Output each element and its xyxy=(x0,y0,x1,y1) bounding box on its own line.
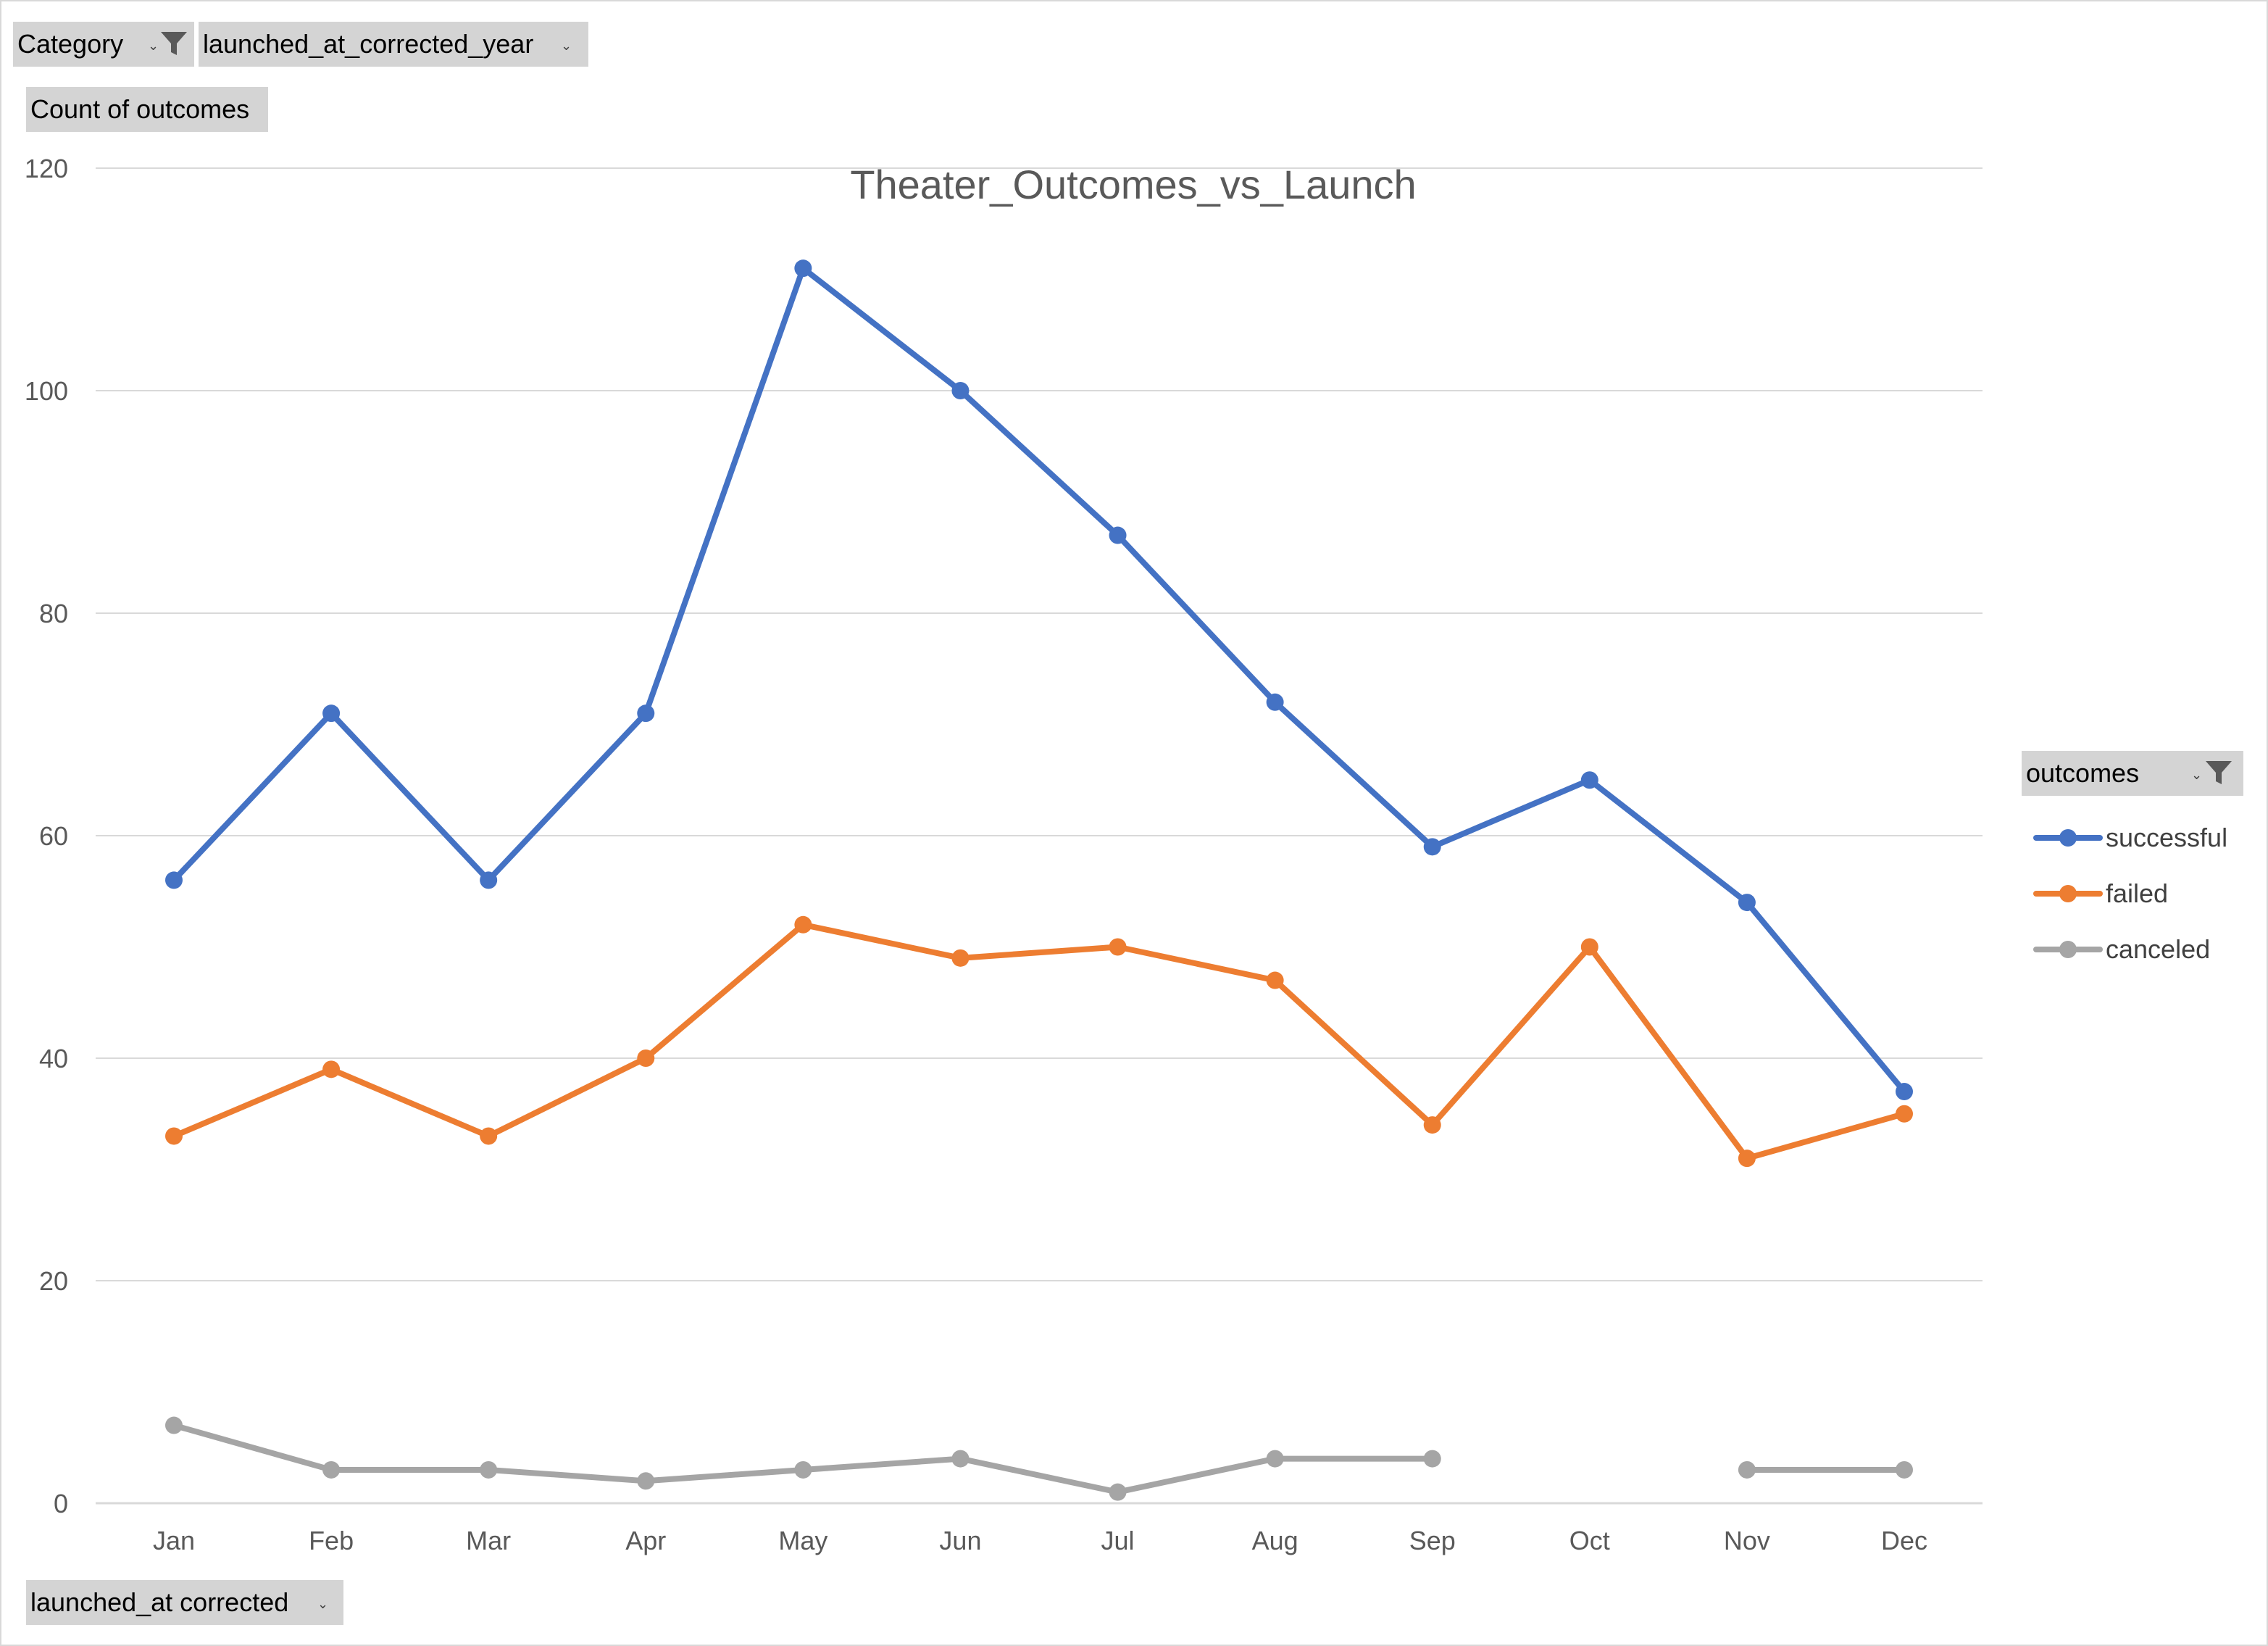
y-tick-label: 120 xyxy=(25,154,68,183)
data-point-failed xyxy=(1266,971,1284,989)
dropdown-arrow-icon: ⌄ xyxy=(148,38,159,53)
x-tick-label: Sep xyxy=(1409,1526,1456,1555)
x-tick-label: Dec xyxy=(1881,1526,1927,1555)
data-point-failed xyxy=(794,915,812,934)
x-tick-label: May xyxy=(778,1526,827,1555)
data-point-canceled xyxy=(637,1472,655,1490)
axis-field-label: launched_at corrected xyxy=(30,1587,289,1617)
data-point-successful xyxy=(1738,894,1756,912)
x-tick-label: Aug xyxy=(1252,1526,1298,1555)
category-filter-button[interactable]: Category ⌄ xyxy=(13,22,194,67)
data-point-failed xyxy=(322,1060,341,1078)
y-tick-label: 80 xyxy=(39,599,68,628)
data-point-failed xyxy=(165,1127,183,1145)
data-point-successful xyxy=(480,871,498,889)
data-point-canceled xyxy=(480,1460,498,1479)
x-tick-label: Oct xyxy=(1569,1526,1610,1555)
data-point-successful xyxy=(1266,693,1284,711)
category-filter-label: Category xyxy=(17,29,124,59)
data-point-successful xyxy=(1423,838,1441,856)
series-line-successful xyxy=(171,265,1907,1095)
data-point-failed xyxy=(480,1127,498,1145)
y-tick-label: 100 xyxy=(25,376,68,406)
data-point-canceled xyxy=(951,1450,970,1468)
x-tick-label: Jan xyxy=(153,1526,195,1555)
legend-label: canceled xyxy=(2106,934,2211,964)
data-point-successful xyxy=(322,704,341,723)
y-tick-label: 0 xyxy=(54,1489,68,1518)
data-point-successful xyxy=(165,871,183,889)
filter-icon xyxy=(2206,761,2232,784)
data-point-failed xyxy=(1423,1116,1441,1134)
y-tick-label: 40 xyxy=(39,1044,68,1073)
legend-field-button[interactable]: outcomes ⌄ xyxy=(2022,751,2243,796)
legend-marker-icon xyxy=(2033,885,2103,902)
data-point-canceled xyxy=(165,1416,183,1434)
dropdown-arrow-icon: ⌄ xyxy=(317,1597,329,1611)
legend-field-label: outcomes xyxy=(2026,758,2140,788)
legend-marker-icon xyxy=(2033,941,2103,958)
data-point-successful xyxy=(794,259,812,278)
data-point-successful xyxy=(1580,771,1598,789)
legend-marker-icon xyxy=(2033,829,2103,847)
data-point-failed xyxy=(951,949,970,967)
data-point-failed xyxy=(1738,1150,1756,1168)
filter-icon xyxy=(161,32,187,55)
data-point-canceled xyxy=(1109,1483,1127,1501)
series-line-failed xyxy=(171,921,1907,1162)
values-field-label: Count of outcomes xyxy=(30,94,250,124)
legend-label: failed xyxy=(2106,878,2169,908)
year-filter-label: launched_at_corrected_year xyxy=(203,29,534,59)
y-tick-label: 60 xyxy=(39,821,68,851)
data-point-successful xyxy=(1896,1083,1913,1101)
data-point-successful xyxy=(637,704,655,723)
dropdown-arrow-icon: ⌄ xyxy=(2191,768,2203,782)
axis-field-button[interactable]: launched_at corrected ⌄ xyxy=(26,1580,343,1625)
x-tick-label: Mar xyxy=(466,1526,511,1555)
year-filter-button[interactable]: launched_at_corrected_year ⌄ xyxy=(199,22,588,67)
x-tick-label: Jun xyxy=(939,1526,981,1555)
x-tick-label: Jul xyxy=(1101,1526,1135,1555)
data-point-canceled xyxy=(794,1460,812,1479)
y-tick-label: 20 xyxy=(39,1266,68,1296)
values-field-button[interactable]: Count of outcomes xyxy=(26,87,268,132)
data-point-failed xyxy=(1896,1105,1913,1123)
x-tick-label: Feb xyxy=(309,1526,354,1555)
x-tick-label: Nov xyxy=(1724,1526,1770,1555)
data-point-successful xyxy=(1109,526,1127,544)
series-line-canceled xyxy=(171,1422,1435,1495)
data-point-canceled xyxy=(1896,1460,1913,1479)
legend-label: successful xyxy=(2106,823,2228,852)
data-point-canceled xyxy=(1423,1450,1441,1468)
data-point-failed xyxy=(1580,938,1598,956)
data-point-failed xyxy=(1109,938,1127,956)
data-point-canceled xyxy=(1266,1450,1284,1468)
data-point-canceled xyxy=(322,1460,341,1479)
x-tick-label: Apr xyxy=(625,1526,666,1555)
dropdown-arrow-icon: ⌄ xyxy=(561,38,572,53)
data-point-successful xyxy=(951,382,970,399)
chart-title: Theater_Outcomes_vs_Launch xyxy=(850,162,1416,207)
data-point-failed xyxy=(637,1049,655,1067)
data-point-canceled xyxy=(1738,1460,1756,1479)
